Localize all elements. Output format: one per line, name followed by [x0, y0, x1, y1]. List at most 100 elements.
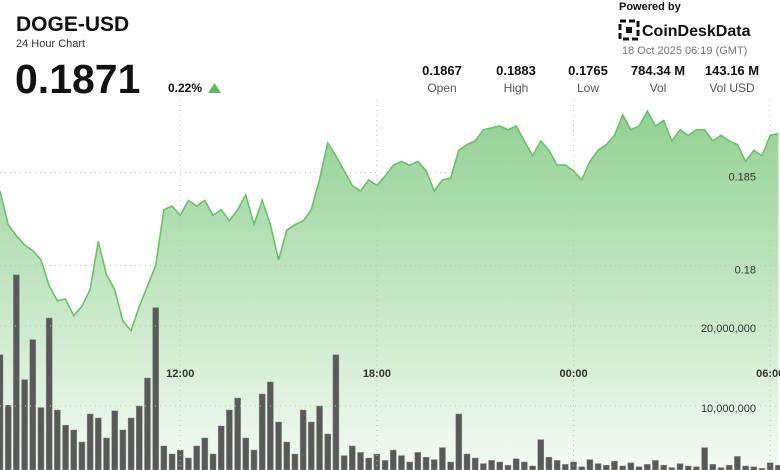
volume-bar [324, 433, 331, 470]
volume-bar [488, 460, 495, 470]
volume-bar [267, 381, 274, 470]
volume-bar [291, 453, 299, 470]
volume-bar [373, 453, 381, 470]
volume-bar [390, 449, 397, 470]
volume-bar [70, 429, 77, 470]
volume-bar [742, 465, 749, 470]
stat-label: Vol [650, 81, 667, 95]
volume-bar [119, 429, 127, 470]
volume-bar [652, 460, 659, 470]
volume-bar [734, 456, 741, 470]
volume-bar [78, 441, 86, 470]
volume-bar [529, 465, 536, 470]
volume-bar [275, 421, 282, 470]
volume-bar [545, 456, 553, 470]
volume-bar [455, 413, 463, 470]
stat-value: 143.16 M [705, 63, 759, 78]
volume-bar [37, 407, 45, 470]
volume-bar [619, 465, 626, 470]
volume-bar [660, 464, 667, 470]
volume-bar [0, 354, 4, 470]
volume-bar [250, 449, 258, 470]
plot-area: 0.185 0.18 20,000,000 10,000,000 12:00 18:00 0… [0, 100, 780, 470]
volume-bar [709, 464, 717, 470]
volume-bar [144, 377, 151, 470]
volume-bar [283, 441, 291, 470]
volume-bar [594, 463, 602, 470]
chart-subtitle: 24 Hour Chart [16, 38, 85, 50]
volume-bar [447, 461, 454, 470]
volume-bar [349, 445, 356, 470]
volume-bar [13, 274, 20, 470]
stat-label: Vol USD [709, 81, 755, 95]
stat-label: High [504, 81, 529, 95]
y2-tick-label: 20,000,000 [701, 323, 756, 335]
volume-bar [480, 463, 487, 470]
volume-bar [316, 405, 323, 470]
volume-bar [242, 437, 250, 470]
y-tick-label: 0.18 [735, 264, 756, 276]
volume-bar [471, 457, 479, 470]
volume-bar [504, 464, 512, 470]
stat-value: 0.1765 [568, 63, 608, 78]
volume-bar [406, 461, 413, 470]
volume-bar [340, 455, 348, 470]
volume-bar [152, 307, 159, 470]
volume-bar [201, 437, 209, 470]
powered-by: Powered by [619, 1, 682, 13]
volume-bar [775, 464, 780, 470]
volume-bar [4, 404, 12, 470]
x-tick-label: 06:00 [756, 368, 780, 380]
volume-bar [111, 410, 118, 470]
volume-bar [127, 417, 135, 470]
volume-bar [586, 459, 594, 470]
y-tick-label: 0.185 [728, 172, 756, 184]
volume-bar [258, 393, 266, 470]
volume-bar [168, 453, 176, 470]
stat-value: 784.34 M [631, 63, 685, 78]
stat-label: Low [577, 81, 599, 95]
volume-bar [463, 453, 471, 470]
volume-bar [562, 464, 569, 470]
area-fill [0, 111, 779, 470]
volume-bar [430, 459, 438, 470]
volume-bar [357, 452, 364, 470]
volume-bar [422, 456, 430, 470]
volume-bar [611, 460, 618, 470]
volume-bar [603, 464, 610, 470]
brand-logo [618, 19, 640, 41]
stat-label: Open [427, 81, 456, 95]
volume-bar [29, 339, 37, 470]
volume-bar [45, 317, 53, 470]
price: 0.1871 [15, 56, 140, 102]
volume-bar [496, 461, 504, 470]
volume-bar [193, 445, 200, 470]
volume-bar [537, 439, 545, 470]
volume-bar [512, 458, 520, 470]
volume-bar [676, 463, 684, 470]
volume-bar [103, 437, 110, 470]
volume-bar [668, 467, 676, 470]
price-line [0, 109, 779, 333]
volume-bar [627, 462, 635, 470]
volume-bar [365, 457, 372, 470]
timestamp: 18 Oct 2025 06:19 (GMT) [622, 45, 747, 57]
volume-bar [766, 462, 774, 470]
y2-tick-label: 10,000,000 [701, 403, 756, 415]
volume-bar [299, 409, 307, 470]
volume-bar [381, 460, 389, 470]
volume-bar [553, 460, 561, 470]
volume-bar [644, 464, 651, 470]
volume-bar [160, 445, 168, 470]
brand: CoinDeskData [642, 23, 751, 40]
volume-bar [21, 379, 28, 470]
volume-bar [226, 409, 233, 470]
stat-value: 0.1867 [422, 63, 462, 78]
volume-bar [701, 447, 708, 470]
volume-bar [521, 461, 528, 470]
volume-bar [86, 413, 94, 470]
volume-bar [234, 397, 241, 470]
volume-bar [725, 464, 733, 470]
volume-bar [185, 457, 192, 470]
